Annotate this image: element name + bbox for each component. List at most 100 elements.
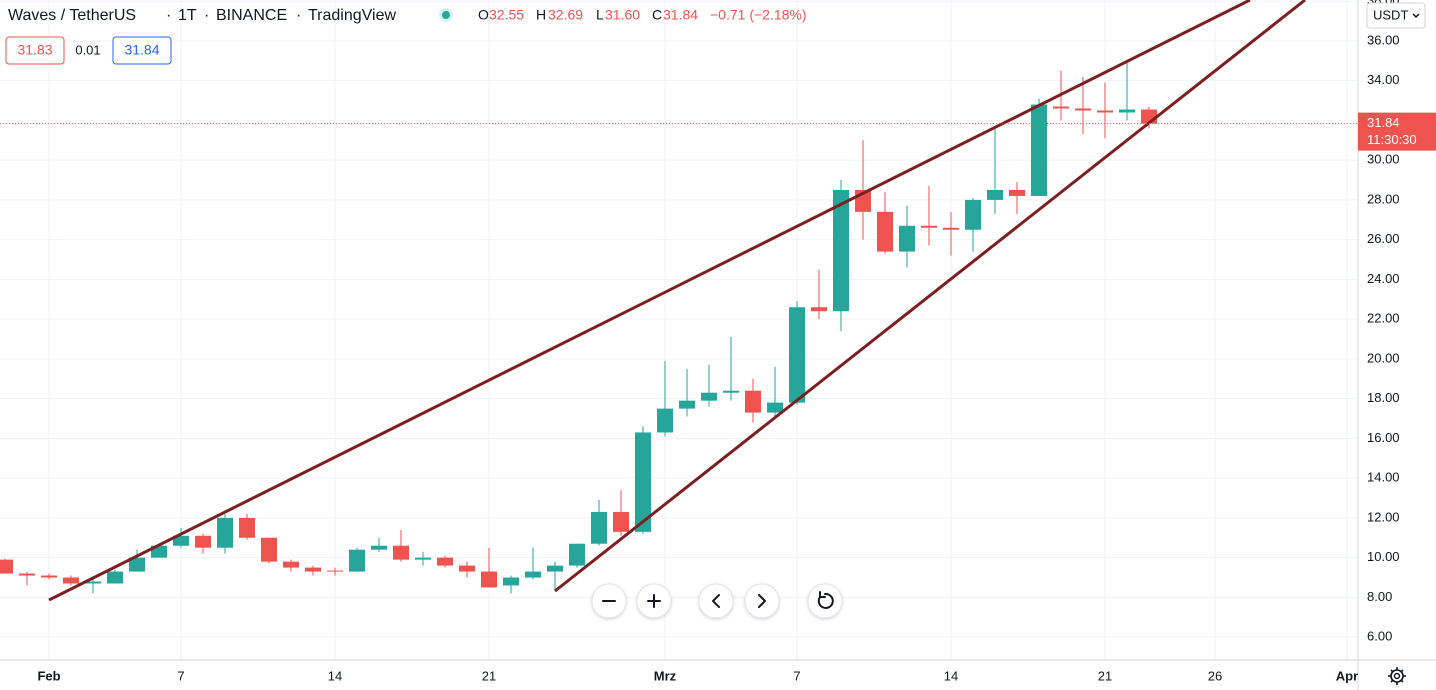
x-tick-label: 7 <box>793 668 800 683</box>
candle-body <box>393 545 409 560</box>
candle-body <box>899 225 915 252</box>
candle-body <box>1009 189 1025 196</box>
y-tick-label: 6.00 <box>1367 629 1392 644</box>
currency[interactable]: USDT <box>1373 7 1408 22</box>
ask[interactable]: 31.84 <box>124 42 159 58</box>
candle-body <box>0 559 13 574</box>
exchange: BINANCE <box>216 7 287 24</box>
x-tick-label: 26 <box>1208 668 1222 683</box>
candle-body <box>635 432 651 532</box>
candle-body <box>129 557 145 572</box>
scroll-right-button[interactable] <box>744 583 780 619</box>
high-label: H <box>536 7 546 23</box>
candles <box>0 62 1157 594</box>
last-price-tag <box>1358 112 1436 151</box>
source: TradingView <box>308 7 396 24</box>
status-dot <box>442 11 450 19</box>
candle-body <box>745 390 761 413</box>
x-tick-label: 21 <box>1098 668 1112 683</box>
candle-body <box>217 517 233 548</box>
y-tick-label: 14.00 <box>1367 470 1400 485</box>
candle-body <box>151 545 167 558</box>
candle-body <box>833 189 849 312</box>
y-tick-label: 36.00 <box>1367 32 1400 47</box>
candle-body <box>723 390 739 393</box>
candle-body <box>921 225 937 228</box>
candle-body <box>1075 108 1091 111</box>
candle-body <box>19 573 35 576</box>
candle-body <box>173 535 189 546</box>
scroll-left-button[interactable] <box>698 583 734 619</box>
candle-body <box>613 511 629 532</box>
spread: 0.01 <box>75 42 100 57</box>
candle-body <box>1053 106 1069 109</box>
candle-body <box>657 408 673 433</box>
candle-body <box>503 577 519 586</box>
x-tick-label: 21 <box>482 668 496 683</box>
dropdown-caret <box>1412 13 1420 19</box>
candle-body <box>525 571 541 578</box>
candle-body <box>239 517 255 538</box>
candle-body <box>877 211 893 252</box>
x-tick-label: 14 <box>944 668 958 683</box>
zoom-out-button[interactable] <box>591 583 627 619</box>
y-tick-label: 12.00 <box>1367 509 1400 524</box>
candle-body <box>195 535 211 548</box>
bid[interactable]: 31.83 <box>17 42 52 58</box>
x-tick-label: 14 <box>328 668 342 683</box>
y-tick-label: 10.00 <box>1367 549 1400 564</box>
separator: · <box>204 7 209 24</box>
open-value: 32.55 <box>489 7 524 23</box>
candle-body <box>481 571 497 588</box>
candle-body <box>261 537 277 562</box>
candle-body <box>371 545 387 550</box>
grid <box>0 0 1358 660</box>
candle-body <box>349 549 365 572</box>
last-price-label: 31.84 <box>1367 115 1400 130</box>
separator: · <box>296 7 301 24</box>
zoom-in-button[interactable] <box>636 583 672 619</box>
candle-body <box>327 570 343 572</box>
candle-body <box>437 557 453 566</box>
ask-box[interactable] <box>112 36 172 65</box>
candle-body <box>591 511 607 544</box>
candle-body <box>965 199 981 230</box>
candle-body <box>1097 110 1113 113</box>
trendline-upper <box>48 0 1251 602</box>
y-tick-label: 30.00 <box>1367 152 1400 167</box>
candle-body <box>547 565 563 572</box>
candle-body <box>943 227 959 230</box>
candle-body <box>459 565 475 572</box>
y-tick-label: 34.00 <box>1367 72 1400 87</box>
countdown: 11:30:30 <box>1367 132 1417 147</box>
candle-body <box>701 392 717 401</box>
candle-body <box>305 567 321 572</box>
x-tick-label: 7 <box>177 668 184 683</box>
candle-body <box>85 581 101 584</box>
candle-body <box>679 400 695 409</box>
currency-button[interactable] <box>1366 2 1426 29</box>
settings-button[interactable] <box>1388 667 1406 685</box>
y-tick-label: 22.00 <box>1367 311 1400 326</box>
axes: 6.00 8.00 10.00 12.00 14.00 16.00 18.00 20.00 22… <box>37 0 1436 683</box>
y-tick-label: 24.00 <box>1367 271 1400 286</box>
bid-box[interactable] <box>5 36 65 65</box>
candle-body <box>987 189 1003 200</box>
close-label: C <box>652 7 662 23</box>
symbol: Waves / TetherUS <box>8 7 136 24</box>
trendlines <box>48 0 1306 602</box>
y-tick-label: 26.00 <box>1367 231 1400 246</box>
change-value: −0.71 (−2.18%) <box>710 7 807 23</box>
y-tick-label: 28.00 <box>1367 191 1400 206</box>
close-value: 31.84 <box>663 7 698 23</box>
reset-button[interactable] <box>807 583 843 619</box>
candle-body <box>789 307 805 403</box>
high-value: 32.69 <box>548 7 583 23</box>
candle-body <box>811 307 827 312</box>
x-tick-label: Apr <box>1336 668 1358 683</box>
candle-body <box>415 557 431 560</box>
y-tick-label: 20.00 <box>1367 350 1400 365</box>
